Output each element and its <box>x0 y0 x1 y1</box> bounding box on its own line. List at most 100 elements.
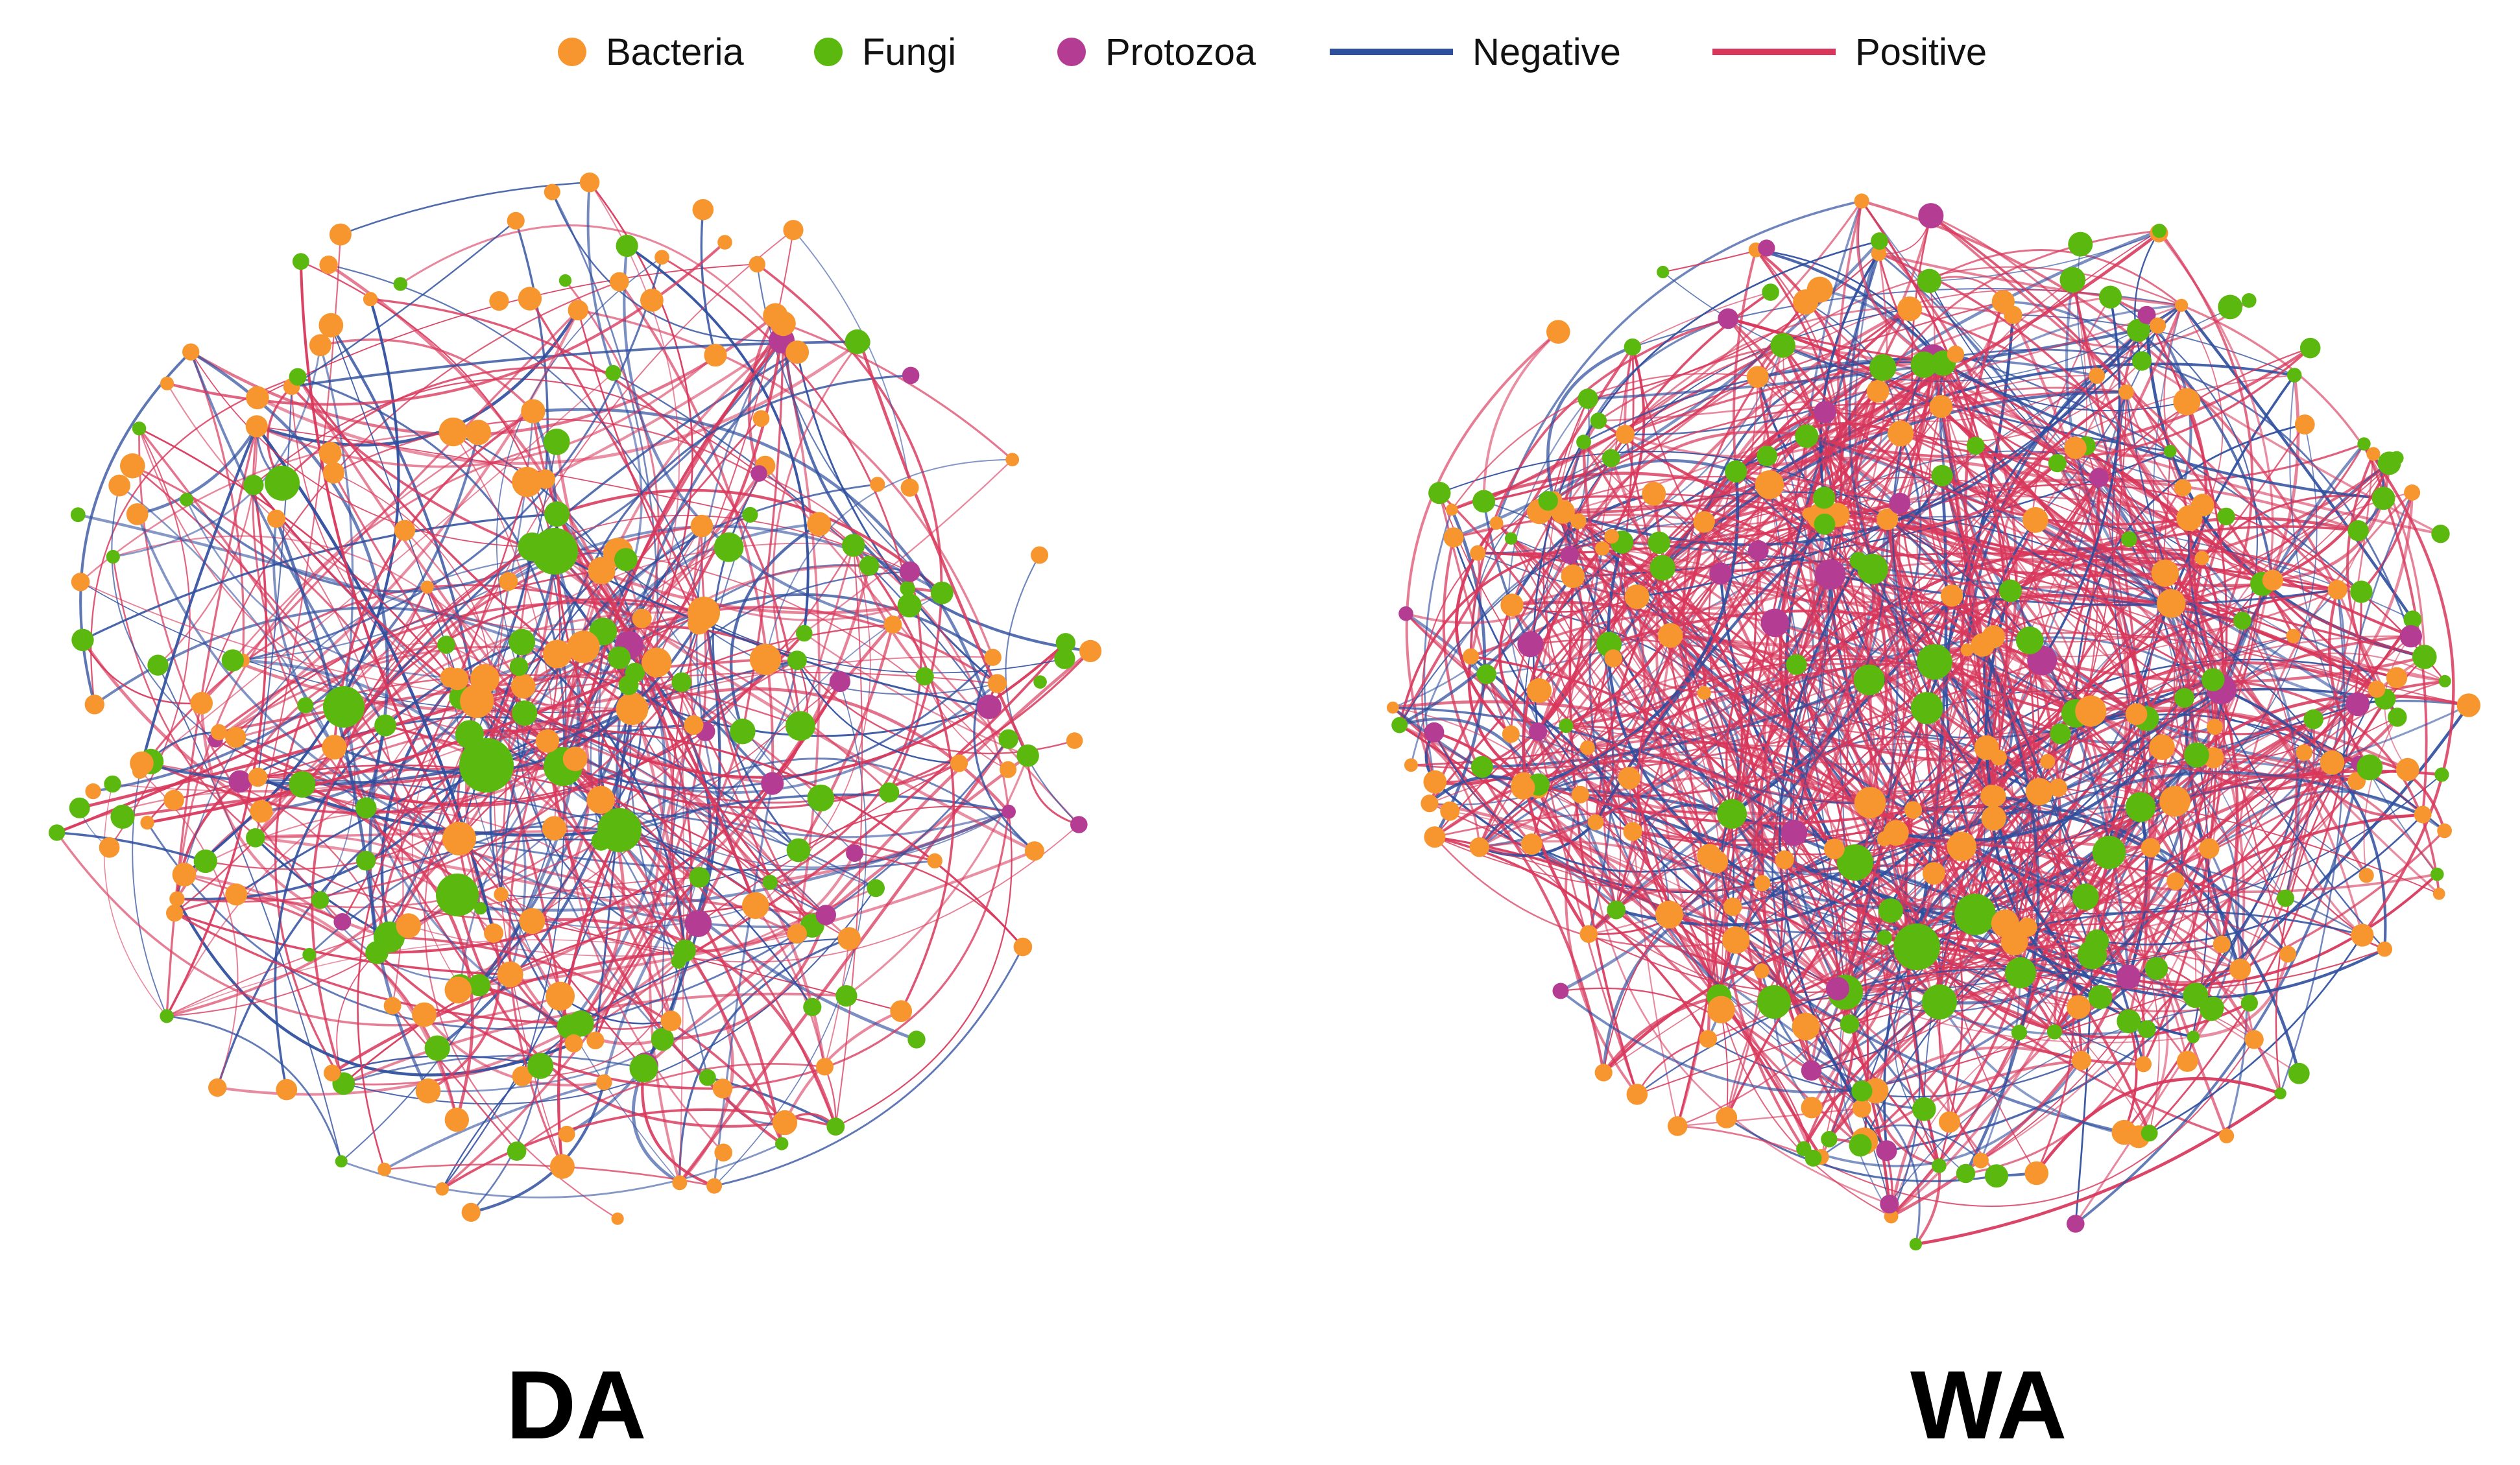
fungi-node <box>302 947 317 962</box>
positive-edge <box>508 580 890 794</box>
positive-edge <box>332 472 686 952</box>
positive-edge <box>1868 391 2127 680</box>
protozoa-node <box>2399 625 2422 648</box>
positive-edge <box>1531 433 1902 846</box>
bacteria-node <box>140 815 154 830</box>
positive-edge <box>1602 547 1744 815</box>
bacteria-node <box>329 223 352 246</box>
bacteria-node <box>1697 844 1722 868</box>
bacteria-node <box>1615 425 1635 444</box>
bacteria-node <box>1469 837 1489 857</box>
positive-edge <box>758 473 909 590</box>
bacteria-node <box>172 863 197 887</box>
fungi-node <box>2099 285 2122 309</box>
fungi-node <box>1757 985 1791 1019</box>
bacteria-node <box>984 649 1002 666</box>
fungi-node <box>2141 1125 2158 1142</box>
positive-edge <box>1915 710 2092 948</box>
fungi-node <box>2286 368 2302 383</box>
positive-edge <box>697 763 959 924</box>
positive-edge <box>103 783 167 1017</box>
fungi-node <box>1931 464 1953 487</box>
bacteria-node <box>461 1202 481 1222</box>
positive-edge <box>176 682 682 903</box>
positive-edge <box>1837 961 2255 1040</box>
bacteria-node <box>267 509 286 529</box>
bacteria-node <box>2213 935 2231 953</box>
positive-edge <box>1572 367 1884 578</box>
fungi-node <box>424 1035 450 1061</box>
fungi-node <box>1851 1080 1873 1102</box>
protozoa-node <box>1718 308 1739 329</box>
bacteria-node <box>512 466 542 497</box>
fungi-node <box>2132 351 2152 371</box>
protozoa-node <box>829 671 850 693</box>
bacteria-node <box>1440 801 1460 821</box>
negative-edge <box>2201 557 2300 899</box>
fungi-node <box>897 593 922 618</box>
fungi-node <box>2241 293 2257 308</box>
bacteria-node <box>309 334 331 357</box>
positive-edge <box>320 339 534 412</box>
bacteria-node <box>535 729 560 753</box>
positive-edge <box>166 551 556 1018</box>
negative-edge <box>1439 451 2030 641</box>
negative-edge <box>291 220 516 388</box>
positive-edge <box>798 805 1009 851</box>
fungi-node <box>1985 1164 2008 1188</box>
bacteria-node <box>1866 379 1890 403</box>
fungi-node <box>147 654 169 676</box>
positive-edge <box>469 645 630 737</box>
bacteria-node <box>568 300 589 321</box>
fungi-node <box>297 697 314 713</box>
negative-edge <box>1784 858 2101 999</box>
bacteria-node <box>1823 839 1845 859</box>
fungi-node <box>193 849 217 874</box>
positive-edge <box>2275 656 2425 1094</box>
bacteria-node <box>1443 527 1464 548</box>
positive-edge <box>845 755 1029 997</box>
bacteria-node <box>562 746 588 771</box>
bacteria-node <box>1854 193 1869 209</box>
fungi-node <box>1912 1097 1936 1121</box>
fungi-node <box>509 628 536 656</box>
bacteria-node <box>1877 831 1892 847</box>
bacteria-node <box>2159 785 2190 817</box>
protozoa-node <box>1814 401 1836 423</box>
positive-edge <box>1670 550 1760 637</box>
bacteria-node <box>225 883 248 906</box>
positive-edge <box>333 598 704 748</box>
fungi-node <box>2274 1087 2286 1100</box>
protozoa-node <box>333 913 352 931</box>
bacteria-node <box>2437 823 2453 839</box>
bacteria-node <box>120 453 145 479</box>
bacteria-node <box>2377 941 2393 957</box>
positive-edge <box>108 428 191 848</box>
bacteria-node <box>2022 506 2048 533</box>
fungi-node <box>1428 481 1451 505</box>
positive-edge <box>456 894 786 1128</box>
fungi-node <box>671 672 692 693</box>
positive-edge <box>441 731 744 1190</box>
fungi-node <box>335 1155 348 1168</box>
bacteria-node <box>2118 384 2134 400</box>
positive-edge <box>835 811 1013 1128</box>
positive-edge <box>835 545 863 1127</box>
positive-edge <box>508 741 564 1167</box>
positive-edge <box>1539 329 2139 528</box>
bacteria-node <box>1940 584 1963 607</box>
positive-edge <box>1844 560 1873 993</box>
bacteria-node <box>2025 778 2054 806</box>
fungi-node <box>468 973 490 997</box>
positive-edge <box>333 514 911 748</box>
protozoa-node <box>1552 983 1569 999</box>
positive-edge <box>701 525 813 927</box>
bacteria-node <box>2151 559 2179 587</box>
positive-edge <box>427 933 501 1092</box>
positive-edge <box>804 632 1029 757</box>
bacteria-node <box>363 292 378 307</box>
fungi-node <box>1877 930 1892 946</box>
negative-edge <box>1775 621 2241 970</box>
negative-edge <box>427 914 827 1093</box>
